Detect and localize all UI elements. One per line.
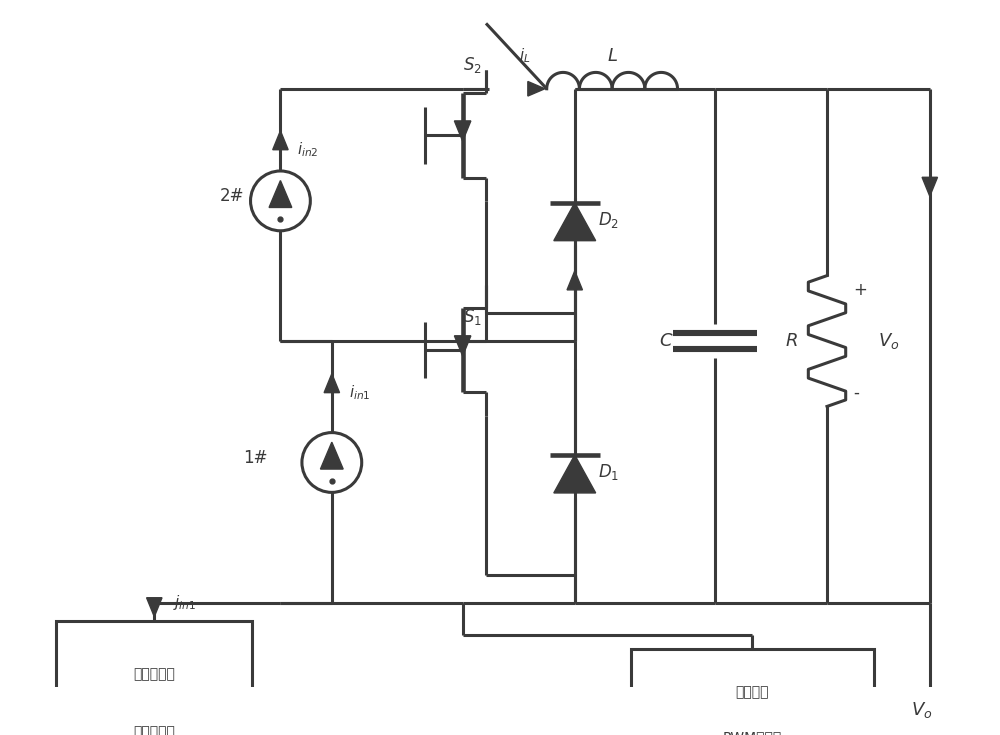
Text: 1#: 1# (243, 449, 268, 467)
Polygon shape (554, 455, 596, 493)
Text: $D_1$: $D_1$ (598, 462, 619, 482)
Polygon shape (528, 82, 545, 96)
Text: $i_L$: $i_L$ (519, 47, 530, 65)
Polygon shape (269, 181, 292, 207)
Text: 周期控制器: 周期控制器 (133, 725, 175, 735)
Text: 输入电流单: 输入电流单 (133, 667, 175, 681)
Text: 2#: 2# (220, 187, 244, 205)
Text: $C$: $C$ (659, 332, 673, 350)
Text: $S_2$: $S_2$ (463, 54, 481, 75)
Polygon shape (273, 131, 288, 150)
FancyBboxPatch shape (631, 649, 874, 735)
Text: PWM控制器: PWM控制器 (723, 730, 782, 735)
Text: -: - (853, 384, 859, 401)
Text: $i_{in1}$: $i_{in1}$ (349, 383, 370, 402)
Polygon shape (454, 336, 471, 356)
Text: $V_o$: $V_o$ (878, 331, 900, 351)
Polygon shape (454, 121, 471, 141)
Polygon shape (922, 177, 937, 196)
Text: +: + (853, 281, 867, 298)
Polygon shape (324, 373, 340, 392)
Polygon shape (554, 203, 596, 240)
Polygon shape (320, 442, 343, 469)
Text: $i_{in2}$: $i_{in2}$ (297, 140, 319, 159)
Text: 输出电压: 输出电压 (736, 685, 769, 699)
Text: $L$: $L$ (607, 47, 618, 65)
Text: $S_1$: $S_1$ (463, 307, 481, 327)
Text: $V_o$: $V_o$ (911, 700, 933, 720)
FancyBboxPatch shape (56, 621, 252, 735)
Text: $j_{in1}$: $j_{in1}$ (173, 593, 196, 612)
Polygon shape (879, 702, 898, 718)
Text: $R$: $R$ (785, 332, 798, 350)
Polygon shape (567, 271, 582, 290)
Polygon shape (147, 598, 162, 617)
Text: $D_2$: $D_2$ (598, 209, 619, 229)
